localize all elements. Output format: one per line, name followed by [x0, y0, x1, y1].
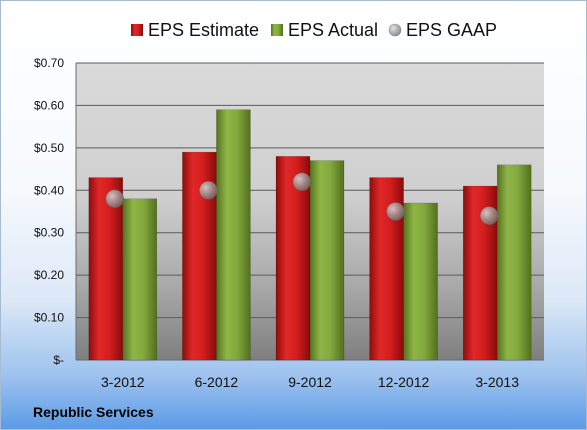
eps-actual-bar	[122, 198, 158, 361]
eps-estimate-bar	[88, 177, 124, 361]
x-tick-label: 3-2012	[101, 374, 145, 390]
eps-gaap-marker	[479, 206, 499, 226]
eps-estimate-legend-label: EPS Estimate	[148, 20, 259, 40]
y-axis-ticks: $- $0.10 $0.20 $0.30 $0.40 $0.50 $0.60 $0.70	[34, 56, 64, 367]
y-tick-label: $0.20	[34, 268, 64, 282]
eps-actual-legend-swatch	[271, 24, 283, 36]
eps-estimate-legend-swatch	[131, 24, 143, 36]
eps-actual-legend-label: EPS Actual	[288, 20, 378, 40]
legend: EPS Estimate EPS Actual EPS GAAP	[131, 20, 497, 40]
eps-gaap-marker	[386, 202, 405, 221]
y-tick-label: $0.70	[34, 56, 64, 70]
eps-actual-bar	[403, 202, 438, 361]
company-name: Republic Services	[33, 404, 154, 420]
bars	[88, 109, 532, 361]
x-tick-label: 6-2012	[195, 374, 239, 390]
eps-gaap-legend-swatch	[388, 23, 402, 37]
x-axis-ticks: 3-2012 6-2012 9-2012 12-2012 3-2013	[101, 374, 519, 390]
eps-gaap-marker	[292, 172, 312, 192]
y-tick-label: $0.30	[34, 226, 64, 240]
eps-gaap-legend-label: EPS GAAP	[406, 20, 497, 40]
eps-actual-bar	[309, 160, 345, 361]
gaap-markers	[105, 172, 499, 226]
x-tick-label: 3-2013	[475, 374, 519, 390]
x-tick-label: 9-2012	[288, 374, 332, 390]
eps-gaap-marker	[199, 180, 218, 200]
y-tick-label: $0.10	[34, 311, 64, 325]
y-tick-label: $0.50	[34, 141, 64, 155]
eps-actual-bar	[216, 109, 251, 361]
y-tick-label: $0.60	[34, 98, 64, 112]
y-tick-label: $-	[53, 353, 64, 367]
eps-gaap-marker	[105, 189, 125, 209]
x-tick-label: 12-2012	[378, 374, 430, 390]
y-tick-label: $0.40	[34, 183, 64, 197]
eps-actual-bar	[496, 164, 532, 361]
